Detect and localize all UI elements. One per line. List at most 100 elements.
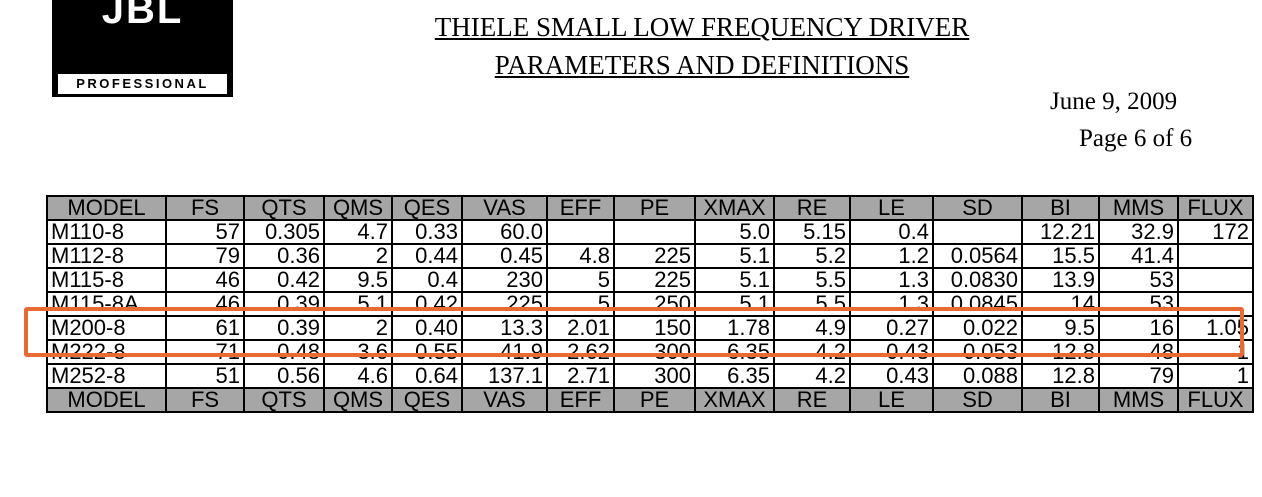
column-header-eff: EFF bbox=[546, 387, 615, 413]
column-header-flux: FLUX bbox=[1177, 387, 1254, 413]
cell-xmax: 1.78 bbox=[694, 315, 775, 341]
cell-qes: 0.64 bbox=[391, 363, 463, 389]
column-header-le: LE bbox=[849, 387, 934, 413]
column-header-fs: FS bbox=[165, 387, 245, 413]
cell-re: 4.2 bbox=[773, 363, 851, 389]
cell-mms: 79 bbox=[1098, 363, 1179, 389]
cell-qts: 0.39 bbox=[243, 315, 325, 341]
cell-bi: 12.8 bbox=[1021, 363, 1100, 389]
cell-eff: 2.71 bbox=[546, 363, 615, 389]
cell-flux bbox=[1177, 243, 1254, 269]
table-row: M110-8 57 0.305 4.7 0.33 60.0 5.0 5.15 0.4 12.21 3… bbox=[46, 219, 1254, 245]
cell-qms: 4.6 bbox=[323, 363, 393, 389]
column-header-re: RE bbox=[773, 195, 851, 221]
cell-le: 0.4 bbox=[849, 219, 934, 245]
cell-vas: 230 bbox=[461, 267, 548, 293]
column-header-qes: QES bbox=[391, 195, 463, 221]
table-row: M115-8A 46 0.39 5.1 0.42 225 5 250 5.1 5.5 1.3 0.08… bbox=[46, 291, 1254, 317]
cell-eff: 4.8 bbox=[546, 243, 615, 269]
document-date: June 9, 2009 bbox=[1050, 88, 1178, 115]
cell-le: 0.43 bbox=[849, 363, 934, 389]
cell-le: 1.3 bbox=[849, 267, 934, 293]
cell-bi: 12.21 bbox=[1021, 219, 1100, 245]
column-header-qts: QTS bbox=[243, 387, 325, 413]
column-header-xmax: XMAX bbox=[694, 195, 775, 221]
logo-mark: JBL bbox=[101, 0, 184, 32]
column-header-qts: QTS bbox=[243, 195, 325, 221]
cell-re: 5.15 bbox=[773, 219, 851, 245]
cell-pe: 300 bbox=[613, 363, 696, 389]
table-row: M222-8 71 0.48 3.6 0.55 41.9 2.62 300 6.35 4.2 0.4… bbox=[46, 339, 1254, 365]
cell-vas: 41.9 bbox=[461, 339, 548, 365]
cell-xmax: 5.0 bbox=[694, 219, 775, 245]
cell-eff bbox=[546, 219, 615, 245]
cell-re: 4.2 bbox=[773, 339, 851, 365]
cell-qms: 5.1 bbox=[323, 291, 393, 317]
cell-sd: 0.0830 bbox=[932, 267, 1023, 293]
cell-eff: 2.01 bbox=[546, 315, 615, 341]
column-header-flux: FLUX bbox=[1177, 195, 1254, 221]
cell-model: M222-8 bbox=[46, 339, 167, 365]
cell-le: 0.43 bbox=[849, 339, 934, 365]
cell-pe: 225 bbox=[613, 243, 696, 269]
table-row: M115-8 46 0.42 9.5 0.4 230 5 225 5.1 5.5 1.3 0.0830… bbox=[46, 267, 1254, 293]
cell-qms: 2 bbox=[323, 243, 393, 269]
cell-vas: 0.45 bbox=[461, 243, 548, 269]
cell-re: 4.9 bbox=[773, 315, 851, 341]
cell-bi: 15.5 bbox=[1021, 243, 1100, 269]
cell-eff: 5 bbox=[546, 291, 615, 317]
cell-qts: 0.36 bbox=[243, 243, 325, 269]
cell-qms: 9.5 bbox=[323, 267, 393, 293]
column-header-bi: BI bbox=[1021, 387, 1100, 413]
cell-model: M110-8 bbox=[46, 219, 167, 245]
cell-qms: 2 bbox=[323, 315, 393, 341]
cell-re: 5.2 bbox=[773, 243, 851, 269]
cell-pe bbox=[613, 219, 696, 245]
column-header-bi: BI bbox=[1021, 195, 1100, 221]
highlight-box bbox=[24, 307, 1244, 357]
cell-xmax: 5.1 bbox=[694, 267, 775, 293]
cell-mms: 53 bbox=[1098, 291, 1179, 317]
cell-qts: 0.56 bbox=[243, 363, 325, 389]
cell-mms: 53 bbox=[1098, 267, 1179, 293]
column-header-mms: MMS bbox=[1098, 387, 1179, 413]
cell-mms: 16 bbox=[1098, 315, 1179, 341]
column-header-sd: SD bbox=[932, 387, 1023, 413]
cell-xmax: 5.1 bbox=[694, 243, 775, 269]
cell-eff: 5 bbox=[546, 267, 615, 293]
cell-mms: 41.4 bbox=[1098, 243, 1179, 269]
cell-sd: 0.053 bbox=[932, 339, 1023, 365]
cell-fs: 46 bbox=[165, 267, 245, 293]
cell-bi: 13.9 bbox=[1021, 267, 1100, 293]
cell-model: M115-8 bbox=[46, 267, 167, 293]
jbl-logo: JBL PROFESSIONAL bbox=[52, 0, 233, 97]
column-header-pe: PE bbox=[613, 195, 696, 221]
column-header-model: MODEL bbox=[46, 195, 167, 221]
cell-re: 5.5 bbox=[773, 267, 851, 293]
cell-flux bbox=[1177, 267, 1254, 293]
cell-bi: 9.5 bbox=[1021, 315, 1100, 341]
cell-pe: 300 bbox=[613, 339, 696, 365]
table-row: M252-8 51 0.56 4.6 0.64 137.1 2.71 300 6.35 4.2 0.… bbox=[46, 363, 1254, 389]
cell-mms: 32.9 bbox=[1098, 219, 1179, 245]
cell-le: 0.27 bbox=[849, 315, 934, 341]
cell-sd bbox=[932, 219, 1023, 245]
column-header-qes: QES bbox=[391, 387, 463, 413]
cell-vas: 137.1 bbox=[461, 363, 548, 389]
cell-model: M200-8 bbox=[46, 315, 167, 341]
cell-qts: 0.42 bbox=[243, 267, 325, 293]
cell-xmax: 6.35 bbox=[694, 339, 775, 365]
cell-le: 1.2 bbox=[849, 243, 934, 269]
table-header-row: MODEL FS QTS QMS QES VAS EFF PE XMAX RE LE SD BI MMS F… bbox=[46, 195, 1254, 221]
cell-qts: 0.48 bbox=[243, 339, 325, 365]
cell-flux: 1 bbox=[1177, 363, 1254, 389]
column-header-le: LE bbox=[849, 195, 934, 221]
column-header-mms: MMS bbox=[1098, 195, 1179, 221]
cell-sd: 0.022 bbox=[932, 315, 1023, 341]
cell-fs: 61 bbox=[165, 315, 245, 341]
column-header-qms: QMS bbox=[323, 387, 393, 413]
column-header-fs: FS bbox=[165, 195, 245, 221]
cell-qms: 4.7 bbox=[323, 219, 393, 245]
cell-pe: 150 bbox=[613, 315, 696, 341]
cell-model: M112-8 bbox=[46, 243, 167, 269]
